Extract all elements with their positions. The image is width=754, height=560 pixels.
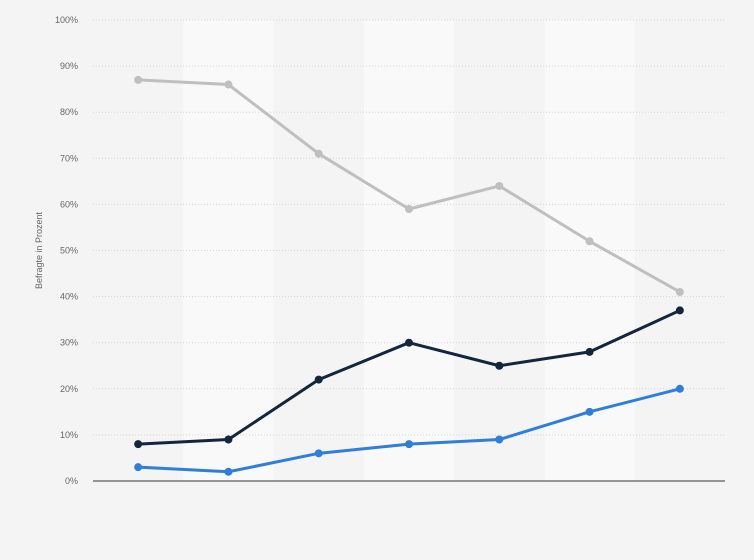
data-point[interactable] [224,80,233,89]
data-point[interactable] [405,338,413,347]
y-tick-label: 90% [60,61,78,71]
y-tick-label: 20% [60,384,78,394]
data-point[interactable] [585,407,594,416]
data-point[interactable] [314,375,323,384]
data-point[interactable] [405,440,413,449]
data-point[interactable] [224,467,233,476]
data-point[interactable] [675,306,684,315]
data-point[interactable] [585,347,594,356]
category-band [454,20,545,481]
y-tick-label: 70% [60,153,78,163]
data-point[interactable] [134,463,143,472]
data-point[interactable] [495,181,504,190]
data-point[interactable] [224,435,233,444]
data-point[interactable] [134,440,143,449]
y-tick-label: 30% [60,338,78,348]
data-point[interactable] [675,384,684,393]
y-axis-title: Befragte in Prozent [34,211,44,289]
y-tick-label: 0% [65,476,78,486]
series-layer [134,75,684,476]
y-axis-ticks: 0% 10% 20% 30% 40% 50% 60% 70% 80% 90% 100% [55,15,78,486]
data-point[interactable] [585,237,594,246]
y-tick-label: 50% [60,246,78,256]
category-bands [93,20,725,481]
category-band [634,20,725,481]
y-tick-label: 60% [60,199,78,209]
data-point[interactable] [495,435,504,444]
data-point[interactable] [405,205,413,214]
y-tick-label: 100% [55,15,78,25]
data-point[interactable] [134,75,143,84]
y-tick-label: 40% [60,292,78,302]
data-point[interactable] [495,361,504,370]
data-point[interactable] [314,449,323,458]
data-point[interactable] [314,149,323,158]
data-point[interactable] [675,287,684,296]
y-tick-label: 10% [60,430,78,440]
y-tick-label: 80% [60,107,78,117]
